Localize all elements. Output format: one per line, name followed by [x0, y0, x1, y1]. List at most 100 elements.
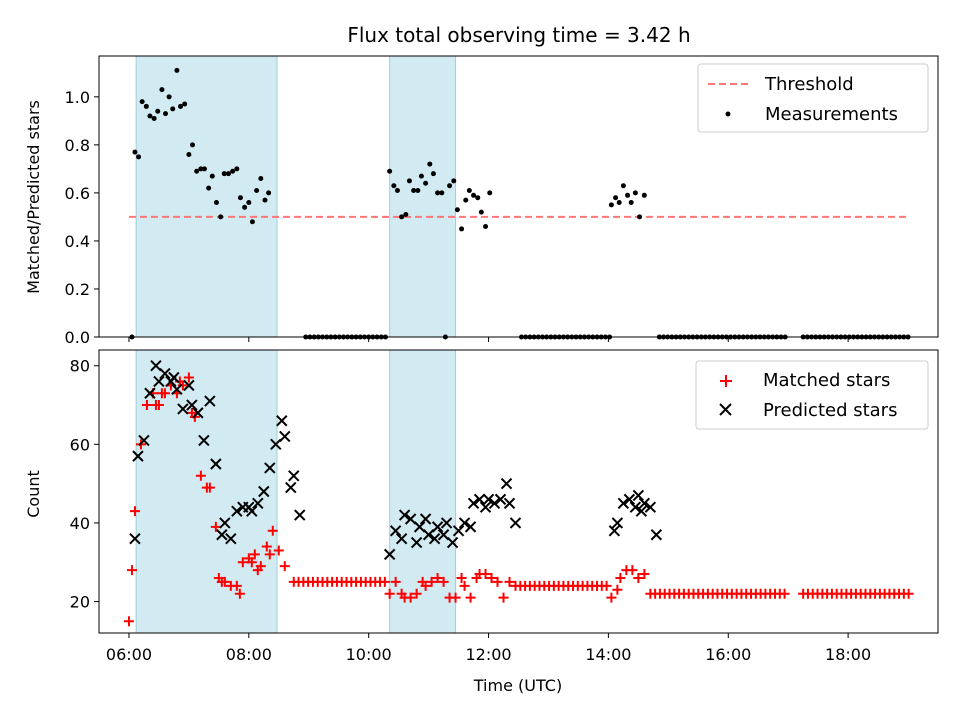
measurement-point: [451, 178, 457, 184]
measurement-point: [616, 200, 622, 206]
matched-star-point: [234, 588, 245, 599]
measurement-point: [399, 214, 405, 220]
matched-star-point: [504, 576, 515, 587]
legend-frame: [695, 360, 929, 430]
measurement-point: [628, 200, 634, 206]
matched-star-point: [432, 572, 443, 583]
x-tick-label: 08:00: [226, 645, 272, 664]
predicted-star-point: [437, 529, 450, 541]
ratio-panel: 0.0 0.2 0.4 0.6 0.8 1.0: [65, 55, 939, 347]
measurement-point: [391, 183, 397, 189]
matched-star-point: [249, 549, 260, 560]
predicted-star-point: [500, 477, 513, 490]
predicted-star-point: [177, 403, 189, 415]
predicted-star-point: [428, 532, 441, 545]
predicted-star-point: [509, 517, 522, 529]
measurement-point: [159, 87, 165, 93]
measurement-point: [637, 214, 643, 220]
matched-star-point: [390, 576, 401, 587]
legend-threshold-label: Threshold: [764, 74, 854, 95]
matched-star-point: [615, 572, 626, 583]
predicted-star-point: [138, 434, 150, 447]
predicted-star-point: [231, 505, 243, 517]
matched-star-point: [126, 565, 137, 576]
predicted-star-point: [171, 383, 183, 396]
predicted-star-point: [635, 505, 648, 517]
measurement-point: [163, 111, 169, 117]
predicted-star-point: [395, 532, 408, 545]
measurement-point: [246, 200, 252, 206]
predicted-star-point: [446, 536, 459, 549]
predicted-star-point: [252, 497, 264, 509]
predicted-star-point: [431, 521, 444, 533]
measurement-point: [139, 99, 145, 105]
matched-star-point: [129, 506, 140, 517]
predicted-star-point: [650, 529, 663, 541]
matched-star-point: [420, 580, 431, 591]
measurement-point: [132, 149, 138, 155]
predicted-star-point: [183, 379, 195, 392]
measurement-point: [136, 154, 142, 160]
y-axis-label-ratio: Matched/Predicted stars: [24, 100, 43, 294]
count-panel: 06:00 08:00 10:00 12:00 14:00 16:00 18:00 20 40 6…: [70, 349, 939, 664]
matched-star-point: [246, 557, 257, 568]
measurement-point: [186, 151, 192, 157]
predicted-star-point: [132, 450, 144, 462]
measurement-point: [266, 190, 272, 196]
measurement-point: [430, 171, 436, 177]
predicted-star-point: [467, 497, 480, 509]
predicted-star-point: [494, 493, 507, 506]
measurement-point: [487, 190, 493, 196]
matched-star-point: [123, 616, 134, 627]
matched-star-point: [273, 545, 284, 556]
measurement-point: [483, 224, 489, 230]
matched-star-point: [456, 572, 467, 583]
matched-star-point: [210, 521, 221, 532]
y-tick-label-ratio: 0.6: [65, 184, 90, 203]
measurement-point: [213, 200, 219, 206]
measurement-point: [254, 187, 260, 193]
predicted-star-point: [413, 521, 426, 533]
predicted-star-point: [153, 375, 165, 388]
predicted-star-point: [503, 497, 516, 509]
x-tick-label: 12:00: [465, 645, 511, 664]
measurement-point: [182, 101, 188, 107]
y-tick-label-count: 20: [70, 593, 90, 612]
matched-star-point: [153, 400, 164, 411]
measurement-point: [387, 168, 393, 174]
measurement-point: [439, 190, 445, 196]
measurement-point: [249, 219, 255, 225]
matched-star-point: [261, 541, 272, 552]
matched-star-point: [903, 588, 914, 599]
legend-matched-label: Matched stars: [763, 370, 890, 391]
matched-star-point: [204, 482, 215, 493]
legend-predicted-label: Predicted stars: [763, 400, 897, 421]
y-axis-label-count: Count: [24, 470, 43, 518]
measurement-point: [447, 183, 453, 189]
y-tick-label-count: 60: [70, 435, 90, 454]
matched-star-point: [498, 592, 509, 603]
measurement-point: [194, 168, 200, 174]
legend-ratio: Threshold Measurements: [697, 63, 929, 133]
measurement-point: [625, 192, 631, 198]
measurement-point: [237, 195, 243, 201]
measurement-point: [143, 103, 149, 109]
measurement-point: [166, 94, 172, 100]
matched-star-point: [183, 372, 194, 383]
predicted-star-point: [225, 532, 237, 545]
predicted-star-point: [632, 489, 645, 502]
matched-star-point: [627, 565, 638, 576]
measurement-point: [218, 214, 224, 220]
matched-star-point: [480, 569, 491, 580]
predicted-star-point: [398, 509, 411, 521]
predicted-star-point: [464, 521, 477, 533]
matched-star-point: [195, 470, 206, 481]
measurement-point: [262, 197, 268, 203]
measurement-point: [221, 171, 227, 177]
y-tick-label-ratio: 1.0: [65, 88, 90, 107]
matched-star-point: [601, 580, 612, 591]
predicted-star-point: [623, 493, 636, 506]
matched-star-point: [459, 580, 470, 591]
x-tick-label: 18:00: [825, 645, 871, 664]
